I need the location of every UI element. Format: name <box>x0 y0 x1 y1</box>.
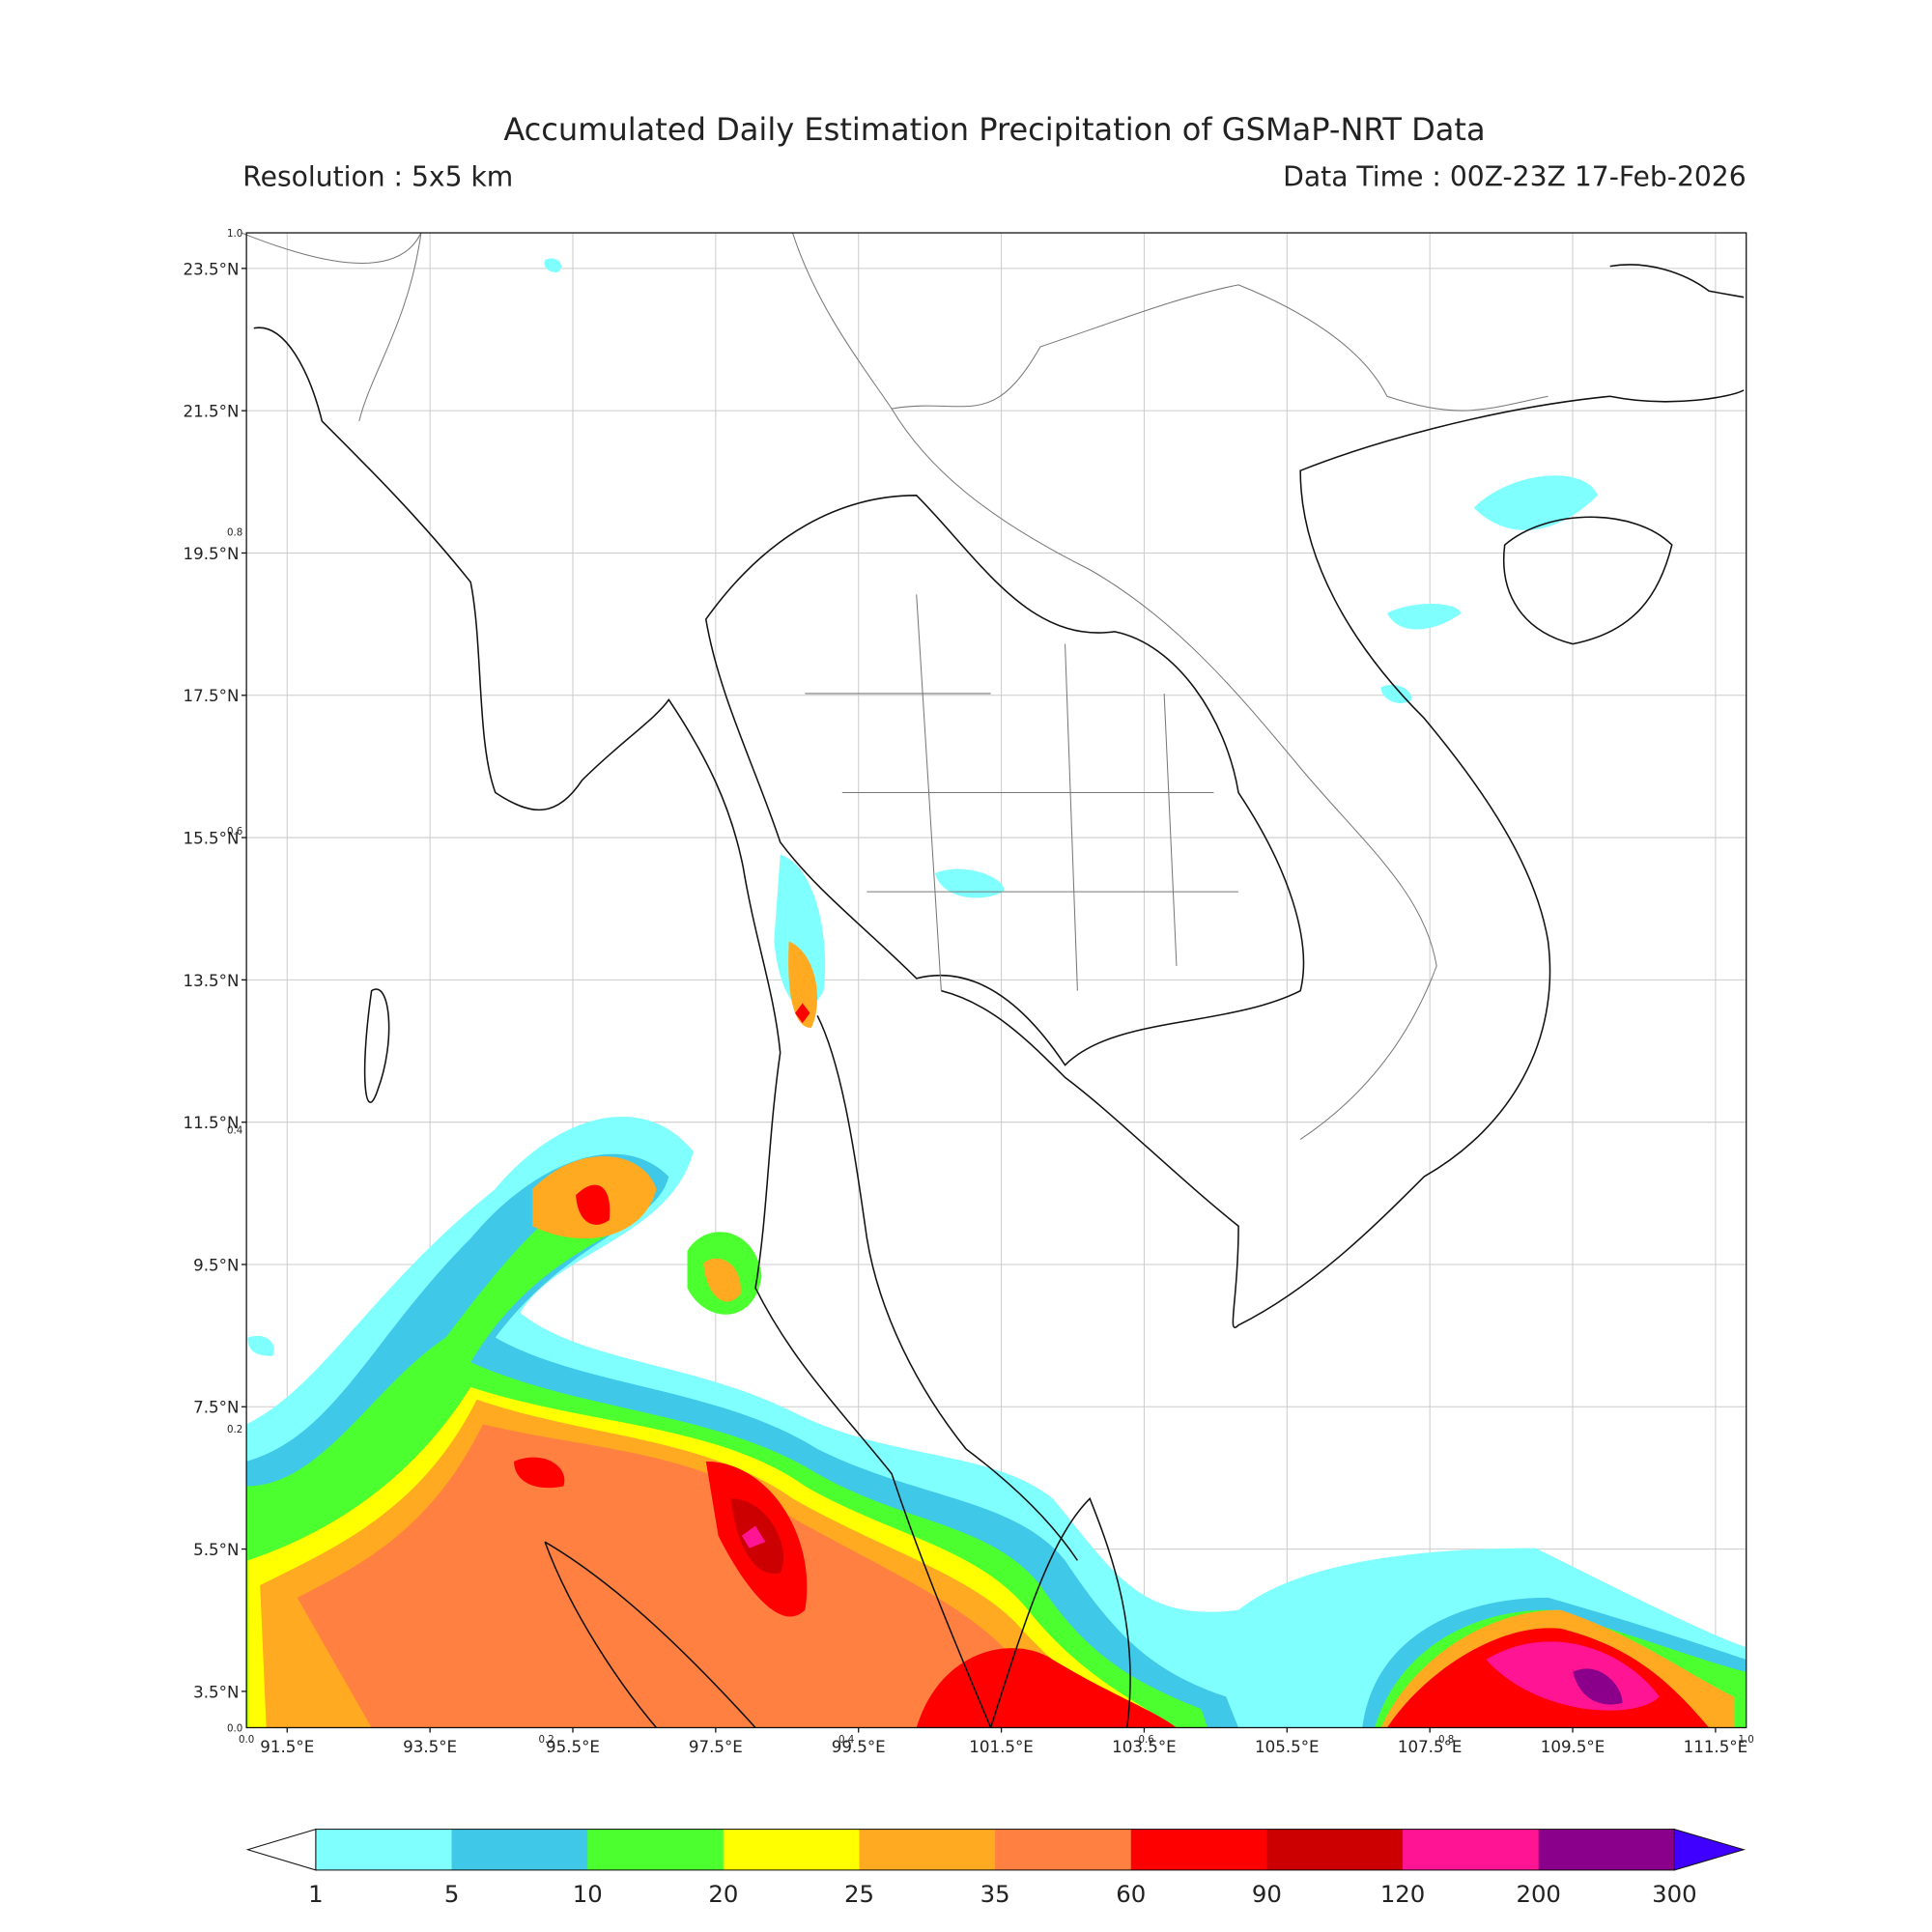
colorbar-segment <box>859 1829 996 1870</box>
coastlines <box>253 264 1745 1728</box>
frame-tick-label: 0.8 <box>1438 1734 1454 1746</box>
frame-tick-label: 0.8 <box>227 526 242 538</box>
frame-tick-label: 1.0 <box>227 228 242 240</box>
colorbar-segment <box>1266 1829 1404 1870</box>
colorbar-label: 25 <box>844 1880 874 1908</box>
lon-tick-label: 111.5°E <box>1684 1738 1748 1756</box>
lat-tick-label: 9.5°N <box>193 1256 239 1274</box>
lon-tick-label: 91.5°E <box>260 1738 314 1756</box>
frame-tick-label: 1.0 <box>1739 1734 1754 1746</box>
colorbar-segment <box>995 1829 1132 1870</box>
colorbar-segment <box>315 1829 453 1870</box>
lat-tick-label: 23.5°N <box>184 260 240 278</box>
lon-tick-label: 105.5°E <box>1255 1738 1320 1756</box>
colorbar-segment <box>1130 1829 1268 1870</box>
colorbar-label: 10 <box>573 1880 603 1908</box>
lat-tick-label: 19.5°N <box>184 545 240 563</box>
frame-tick-label: 0.6 <box>1139 1734 1154 1746</box>
data-time: Data Time : 00Z-23Z 17-Feb-2026 <box>1283 160 1747 192</box>
frame-tick-label: 0.4 <box>227 1124 242 1136</box>
colorbar-segment <box>1403 1829 1540 1870</box>
lat-tick-label: 7.5°N <box>193 1399 239 1417</box>
lon-tick-label: 97.5°E <box>689 1738 743 1756</box>
frame-tick-label: 0.4 <box>838 1734 854 1746</box>
lat-tick-label: 15.5°N <box>184 829 240 847</box>
colorbar-segment <box>1538 1829 1675 1870</box>
grid <box>246 233 1747 1728</box>
colorbar-label: 90 <box>1252 1880 1282 1908</box>
lon-tick-label: 99.5°E <box>832 1738 886 1756</box>
lon-tick-label: 107.5°E <box>1398 1738 1463 1756</box>
colorbar-label: 120 <box>1380 1880 1425 1908</box>
lat-tick-label: 21.5°N <box>184 403 240 421</box>
colorbar-label: 35 <box>980 1880 1010 1908</box>
axes: 91.5°E 93.5°E 95.5°E 97.5°E 99.5°E 101.5°E 103… <box>184 228 1754 1756</box>
lon-tick-label: 101.5°E <box>969 1738 1034 1756</box>
frame-tick-label: 0.6 <box>227 826 242 838</box>
colorbar-segment <box>723 1829 861 1870</box>
colorbar-label: 200 <box>1516 1880 1560 1908</box>
lat-tick-label: 17.5°N <box>184 687 240 705</box>
lat-tick-label: 5.5°N <box>193 1541 239 1559</box>
lon-tick-label: 109.5°E <box>1541 1738 1605 1756</box>
admin-borders <box>241 232 1548 1140</box>
colorbar: 1 5 10 20 25 35 60 90 120 200 300 <box>245 1828 1746 1908</box>
lon-tick-label: 95.5°E <box>546 1738 600 1756</box>
lon-tick-label: 93.5°E <box>403 1738 457 1756</box>
frame-tick-label: 0.0 <box>239 1734 254 1746</box>
colorbar-frame <box>315 1829 1675 1871</box>
frame-tick-label: 0.2 <box>538 1734 554 1746</box>
frame-tick-label: 0.2 <box>227 1424 242 1435</box>
lat-tick-label: 3.5°N <box>193 1683 239 1701</box>
lon-tick-label: 103.5°E <box>1112 1738 1177 1756</box>
colorbar-label: 60 <box>1116 1880 1146 1908</box>
title: Accumulated Daily Estimation Precipitati… <box>503 111 1485 148</box>
colorbar-label: 300 <box>1652 1880 1696 1908</box>
resolution: Resolution : 5x5 km <box>242 160 513 192</box>
colorbar-segment <box>451 1829 588 1870</box>
precipitation <box>246 258 1747 1728</box>
lat-tick-label: 13.5°N <box>184 972 240 990</box>
colorbar-label: 20 <box>708 1880 738 1908</box>
frame-tick-label: 0.0 <box>227 1722 242 1734</box>
colorbar-label: 1 <box>308 1880 324 1908</box>
lat-tick-label: 11.5°N <box>184 1114 240 1132</box>
colorbar-segment <box>587 1829 724 1870</box>
colorbar-label: 5 <box>444 1880 460 1908</box>
